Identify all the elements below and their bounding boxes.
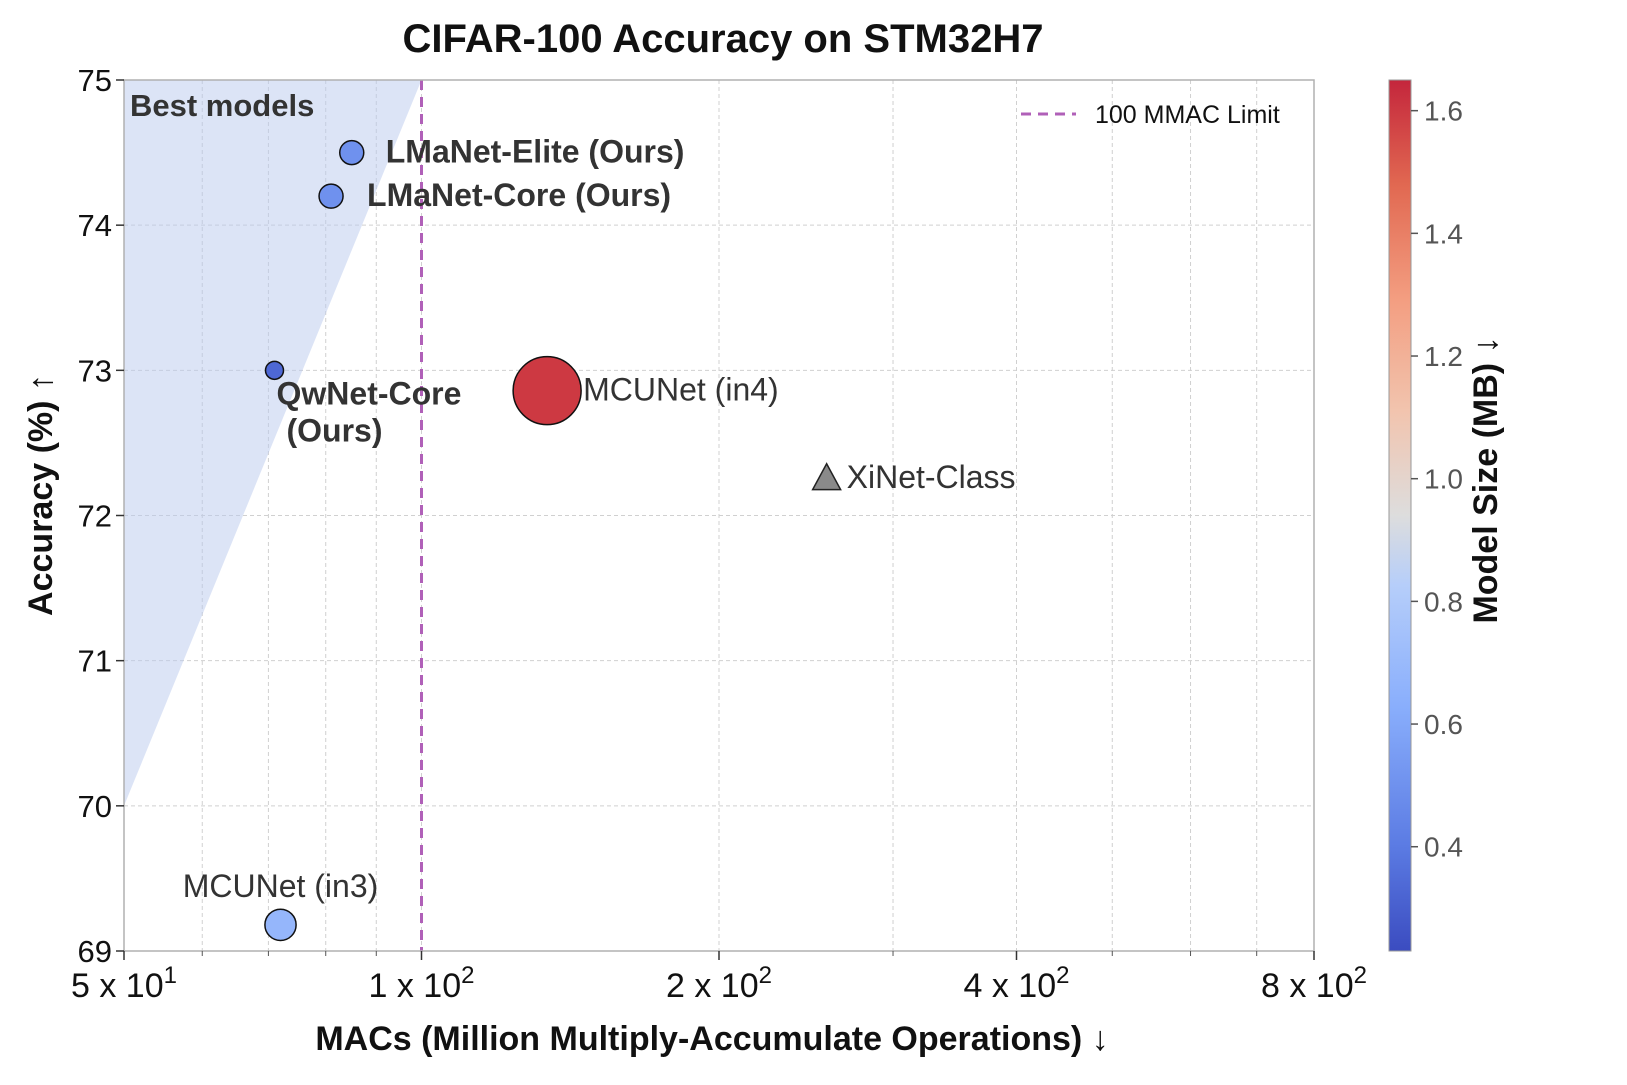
label-qwnet-core-line2: (Ours) <box>287 412 383 448</box>
y-tick-label: 69 <box>78 934 112 969</box>
legend: 100 MMAC Limit <box>1021 101 1280 129</box>
point-mcunet-in4 <box>512 355 582 426</box>
x-tick-label: 2 x 102 <box>666 962 772 1005</box>
x-tick-label: 8 x 102 <box>1261 962 1367 1005</box>
x-tick-label: 4 x 102 <box>964 962 1070 1005</box>
colorbar-label: Model Size (MB) ↓ <box>1467 336 1505 623</box>
point-mcunet-in3 <box>264 908 297 942</box>
y-tick-label: 73 <box>78 353 112 388</box>
label-lmanet-elite-ours: LMaNet-Elite (Ours) <box>386 134 685 170</box>
point-xinet-class <box>811 462 842 491</box>
y-tick-label: 70 <box>78 789 112 824</box>
label-xinet-class: XiNet-Class <box>847 459 1016 495</box>
point-qwnet-core <box>264 360 285 381</box>
label-mcunet-in3: MCUNet (in3) <box>183 868 379 904</box>
colorbar-tick-label: 0.4 <box>1424 832 1463 863</box>
colorbar-tick-label: 0.6 <box>1424 709 1463 740</box>
y-tick-label: 71 <box>78 644 112 679</box>
colorbar <box>1388 79 1412 952</box>
best-models-region <box>124 80 422 806</box>
colorbar-tick-label: 1.2 <box>1424 341 1463 372</box>
y-tick-label: 75 <box>78 63 112 98</box>
colorbar-tick-label: 1.4 <box>1424 218 1463 249</box>
y-axis: 69 70 71 72 73 74 75 <box>78 63 124 969</box>
x-axis-label: MACs (Million Multiply-Accumulate Operat… <box>315 1020 1108 1058</box>
data-points: LMaNet-Elite (Ours) LMaNet-Core (Ours) QwN… <box>183 134 1016 942</box>
legend-label: 100 MMAC Limit <box>1095 101 1280 129</box>
chart-title: CIFAR-100 Accuracy on STM32H7 <box>403 17 1044 61</box>
colorbar-tick-label: 1.6 <box>1424 96 1463 127</box>
x-tick-label: 1 x 102 <box>369 962 475 1005</box>
label-qwnet-core: QwNet-Core <box>277 375 462 411</box>
grid <box>124 79 1314 952</box>
colorbar-tick-label: 1.0 <box>1424 464 1463 495</box>
colorbar-ticks: 0.4 0.6 0.8 1.0 1.2 1.4 1.6 <box>1411 96 1463 863</box>
y-tick-label: 72 <box>78 499 112 534</box>
label-mcunet-in4: MCUNet (in4) <box>583 372 779 408</box>
point-lmanet-elite-ours <box>338 139 365 166</box>
label-lmanet-core-ours: LMaNet-Core (Ours) <box>367 177 671 213</box>
colorbar-tick-label: 0.8 <box>1424 586 1463 617</box>
y-axis-label: Accuracy (%) ↑ <box>22 374 60 616</box>
x-tick-label: 5 x 101 <box>71 962 177 1005</box>
point-lmanet-core-ours <box>318 183 344 209</box>
x-axis: 5 x 101 1 x 102 2 x 102 4 x 102 8 x 102 <box>71 951 1367 1005</box>
y-tick-label: 74 <box>78 208 112 243</box>
best-models-label: Best models <box>130 88 314 123</box>
